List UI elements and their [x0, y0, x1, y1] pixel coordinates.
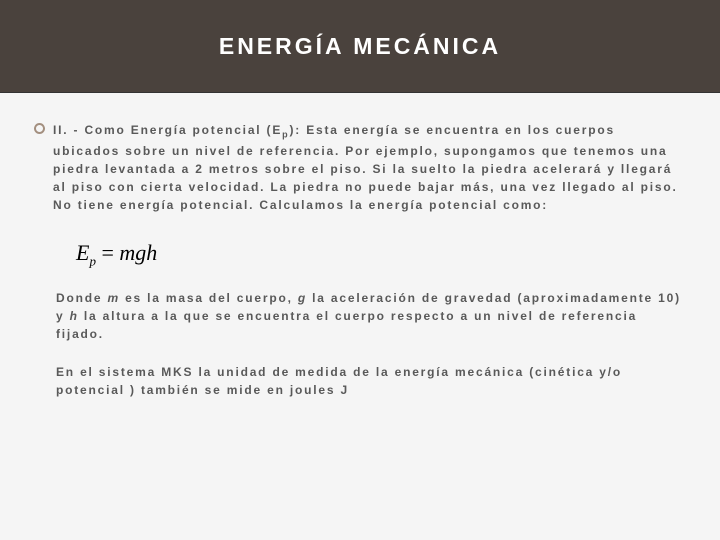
p2d: la altura a la que se encuentra el cuerp…: [56, 309, 637, 341]
formula-block: Ep = mgh: [76, 240, 686, 269]
formula-rhs: mgh: [119, 240, 157, 265]
circle-bullet-icon: [34, 123, 45, 134]
p2b: es la masa del cuerpo,: [120, 291, 298, 305]
bullet-item: II. - Como Energía potencial (Ep): Esta …: [34, 121, 686, 214]
content: II. - Como Energía potencial (Ep): Esta …: [0, 93, 720, 439]
explanation-paragraph: Donde m es la masa del cuerpo, g la acel…: [56, 289, 686, 343]
var-h: h: [70, 309, 79, 323]
para1-text-a: II. - Como Energía potencial (E: [53, 123, 282, 137]
header: ENERGÍA MECÁNICA: [0, 0, 720, 93]
var-m: m: [107, 291, 119, 305]
formula: Ep = mgh: [76, 240, 157, 265]
formula-lhs-var: E: [76, 240, 89, 265]
p2a: Donde: [56, 291, 107, 305]
definition-paragraph: II. - Como Energía potencial (Ep): Esta …: [53, 121, 686, 214]
page-title: ENERGÍA MECÁNICA: [219, 33, 501, 60]
units-paragraph: En el sistema MKS la unidad de medida de…: [56, 363, 686, 399]
formula-eq: =: [96, 240, 119, 265]
var-g: g: [298, 291, 307, 305]
